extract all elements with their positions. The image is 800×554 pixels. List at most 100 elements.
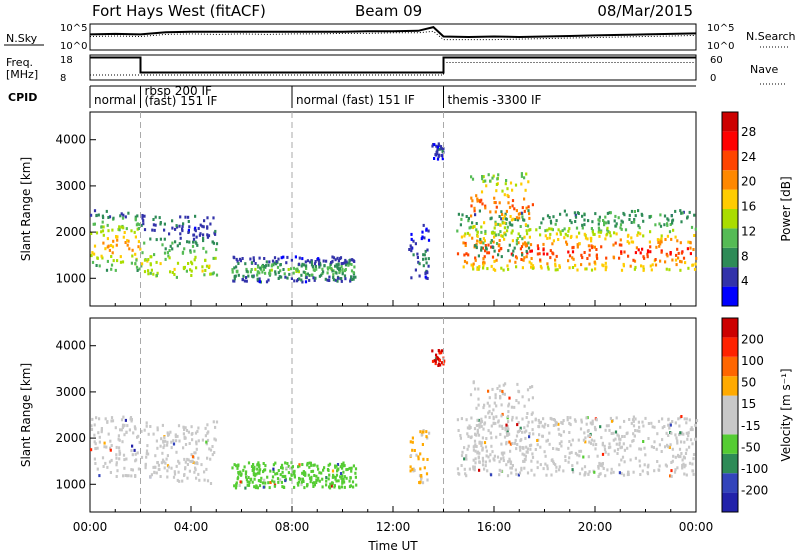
power-panel-cell [131, 254, 134, 258]
power-panel-cell [514, 260, 517, 264]
velocity-panel-cell [613, 449, 616, 453]
power-panel-cell [558, 264, 561, 268]
power-panel-cell [508, 221, 511, 225]
velocity-panel-cell [472, 467, 475, 471]
power-panel-cell [567, 229, 570, 233]
power-panel-cell [486, 251, 489, 255]
velocity-panel-cell [193, 451, 196, 455]
velocity-panel-cell [182, 446, 185, 450]
velocity-panel-cell [676, 441, 679, 445]
velocity-panel-cell [315, 474, 318, 478]
power-panel-cell [193, 258, 196, 262]
power-panel-cell [143, 228, 147, 232]
velocity-panel-cell [134, 474, 137, 477]
velocity-panel-cell [321, 485, 324, 489]
power-panel-cell [126, 239, 129, 243]
velocity-panel-cell [272, 470, 275, 473]
velocity-panel-cell [688, 445, 691, 449]
velocity-panel-cell [197, 456, 200, 460]
velocity-panel-cell [484, 460, 487, 464]
velocity-panel-cell [463, 457, 466, 461]
power-panel-cell [235, 265, 238, 269]
power-panel-cell [601, 263, 604, 267]
power-panel-cell [650, 268, 653, 272]
power-panel-cell [296, 279, 299, 283]
power-panel-cell [190, 274, 193, 277]
velocity-panel-cell [174, 435, 177, 439]
velocity-panel-cell [585, 416, 588, 420]
power-panel-cell [171, 226, 174, 230]
power-panel-cell [656, 238, 659, 242]
power-panel-cell [480, 198, 483, 202]
power-panel-cell [484, 229, 487, 233]
power-panel-cell [464, 244, 467, 247]
power-panel-cell [159, 262, 162, 266]
power-panel-cell [538, 226, 541, 230]
velocity-panel-cell [686, 437, 689, 441]
power-panel-cell [497, 173, 500, 177]
velocity-panel-cell [163, 466, 166, 470]
velocity-panel-cell [606, 468, 609, 472]
power-panel-cell [133, 230, 136, 234]
power-panel-cell [515, 242, 518, 246]
power-panel-cell [302, 270, 305, 274]
nsky-tick-right-top: 10^5 [707, 23, 734, 34]
power-panel-cell [478, 209, 481, 213]
velocity-panel-cell [164, 461, 167, 465]
velocity-panel-cell [100, 427, 103, 430]
power-panel-cell [571, 250, 575, 254]
power-panel-cell [476, 230, 479, 234]
power-panel-cell [587, 219, 590, 223]
power-panel-cell [341, 267, 344, 271]
velocity-panel-cell [153, 471, 156, 475]
velocity-panel-cell [463, 446, 466, 450]
x-tick-label: 08:00 [275, 520, 310, 534]
power-panel-cell [693, 234, 696, 237]
power-panel-cell [250, 268, 253, 271]
power-panel-cell [480, 246, 483, 250]
power-panel-cell [525, 249, 528, 253]
nsky-right-label: N.Search [746, 30, 796, 43]
power-panel-cell [597, 230, 600, 234]
power-panel-cell [500, 255, 503, 259]
power-panel-cell [257, 265, 260, 269]
velocity-panel-cell [214, 425, 217, 429]
power-panel-colorbar-swatch [722, 150, 738, 171]
power-panel-cell [511, 239, 514, 243]
velocity-panel-cell [523, 426, 526, 430]
velocity-panel-cell [182, 432, 185, 436]
power-panel-cell [408, 248, 411, 251]
velocity-panel-cell [343, 485, 346, 489]
power-panel-cell [300, 273, 303, 277]
power-panel-cell [424, 275, 427, 279]
power-panel-cell [490, 264, 493, 268]
velocity-panel-cell [554, 423, 557, 427]
velocity-panel-cell [277, 469, 280, 472]
velocity-panel-ytick-label: 3000 [55, 385, 86, 399]
velocity-panel-cell [293, 475, 296, 479]
power-panel-cell [414, 242, 417, 246]
velocity-panel-cell [131, 453, 134, 457]
velocity-panel-cell [285, 466, 288, 470]
velocity-panel-cell [484, 445, 488, 449]
power-panel-cell [263, 257, 266, 260]
velocity-panel-cell [117, 434, 120, 438]
velocity-panel-cell [674, 455, 677, 459]
power-panel-cell [522, 242, 525, 246]
velocity-panel-cell [681, 466, 684, 470]
power-panel-cell [352, 271, 355, 275]
power-panel-cell [424, 272, 427, 275]
velocity-panel-cell [258, 469, 261, 473]
power-panel-cell [134, 235, 137, 239]
power-panel-cell [607, 230, 610, 234]
velocity-panel-cell [472, 448, 475, 452]
velocity-panel-cell [692, 453, 696, 456]
power-panel-cell [556, 268, 559, 272]
velocity-panel-cell [409, 454, 413, 458]
velocity-panel-cell [413, 449, 416, 452]
velocity-panel-cell [208, 447, 211, 451]
velocity-panel-cell [475, 433, 478, 437]
velocity-panel-cell [530, 468, 533, 472]
power-panel-cell [159, 237, 162, 241]
velocity-panel-colorbar-tick: -50 [741, 440, 761, 454]
